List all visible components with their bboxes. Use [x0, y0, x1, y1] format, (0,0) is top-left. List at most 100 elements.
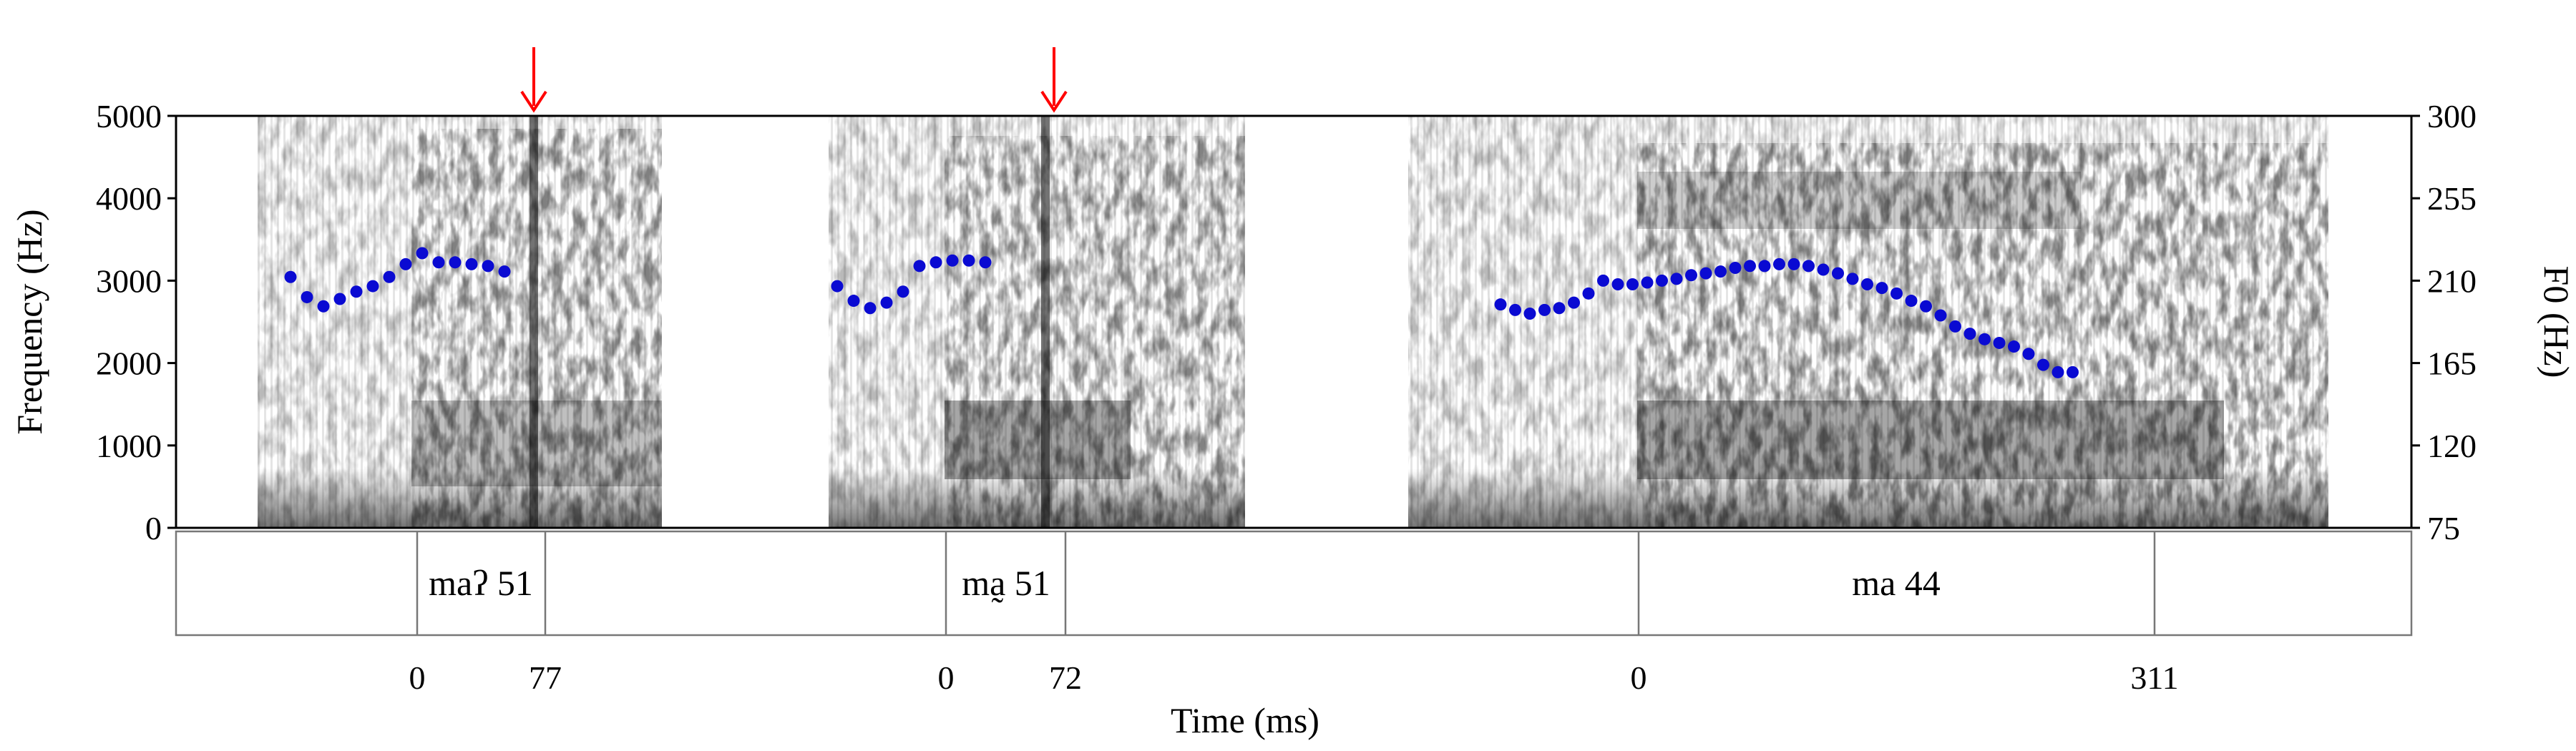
f0-point — [864, 302, 877, 315]
f0-point — [284, 270, 297, 283]
right-tick-label: 75 — [2427, 510, 2460, 546]
left-tick-label: 4000 — [96, 180, 162, 217]
spectrogram-area — [258, 116, 2328, 528]
time-tick-label: 0 — [938, 659, 955, 696]
f0-point — [1846, 273, 1859, 285]
f0-point — [897, 285, 909, 298]
f0-point — [2067, 365, 2079, 378]
f0-point — [1905, 295, 1918, 308]
time-tick-label: 0 — [409, 659, 426, 696]
time-labels: 0 77 0 72 0 311 — [409, 659, 2179, 696]
f0-point — [333, 293, 346, 305]
f0-point — [2008, 340, 2020, 353]
spectrogram-block-1 — [258, 116, 662, 528]
f0-point — [1817, 263, 1830, 276]
left-tick-label: 3000 — [96, 262, 162, 299]
f0-point — [1509, 303, 1521, 316]
f0-point — [979, 256, 992, 269]
f0-point — [2037, 358, 2049, 371]
f0-point — [1802, 260, 1815, 273]
f0-point — [301, 290, 313, 303]
red-arrow-head — [520, 90, 547, 113]
f0-point — [1568, 296, 1580, 309]
f0-point — [1787, 257, 1800, 270]
f0-point — [880, 296, 893, 309]
f0-point — [2051, 365, 2064, 378]
f0-point — [1890, 287, 1903, 300]
f0-point — [913, 260, 926, 273]
f0-point — [317, 300, 330, 313]
right-tick-label: 210 — [2427, 262, 2477, 299]
right-tick-label: 300 — [2427, 98, 2477, 134]
f0-point — [1963, 328, 1976, 340]
left-axis-title: Frequency (Hz) — [9, 209, 49, 434]
left-tick-label: 1000 — [96, 428, 162, 464]
f0-point — [1538, 303, 1551, 316]
f0-point — [1979, 333, 1991, 345]
f0-point — [1744, 260, 1756, 273]
f0-point — [2022, 348, 2035, 360]
f0-point — [1949, 320, 1961, 333]
f0-point — [1920, 300, 1932, 313]
segment-label: maʔ 51 — [429, 563, 533, 603]
f0-point — [1934, 309, 1947, 322]
f0-point — [432, 256, 445, 269]
right-tick-label: 165 — [2427, 345, 2477, 382]
f0-point — [847, 295, 860, 308]
f0-points — [284, 247, 2079, 378]
x-axis-title: Time (ms) — [1171, 700, 1319, 740]
f0-point — [1875, 282, 1888, 295]
f0-point — [930, 256, 942, 269]
f0-point — [1582, 287, 1595, 300]
f0-point — [1611, 278, 1624, 291]
f0-point — [1993, 336, 2006, 349]
segment-label: ma 44 — [1852, 563, 1941, 603]
time-tick-label: 72 — [1049, 659, 1082, 696]
f0-point — [1656, 274, 1668, 287]
f0-point — [1714, 265, 1727, 278]
left-tick-label: 0 — [145, 510, 162, 546]
f0-point — [1773, 257, 1785, 270]
spectrogram-block-2 — [829, 116, 1245, 528]
f0-point — [1641, 276, 1654, 289]
right-tick-label: 255 — [2427, 180, 2477, 217]
f0-point — [399, 257, 412, 270]
f0-point — [383, 270, 396, 283]
f0-point — [1494, 298, 1507, 311]
f0-point — [1861, 278, 1873, 291]
f0-point — [831, 280, 844, 293]
right-axis-title: F0 (Hz) — [2537, 266, 2576, 378]
f0-point — [962, 254, 975, 267]
f0-point — [1523, 307, 1536, 320]
f0-point — [449, 256, 462, 269]
f0-point — [1685, 269, 1697, 282]
arrow-markers — [520, 47, 1068, 113]
f0-point — [366, 280, 379, 293]
f0-point — [465, 257, 478, 270]
f0-point — [1670, 273, 1683, 285]
f0-point — [1729, 261, 1742, 274]
left-axis: 0 1000 2000 3000 4000 5000 — [96, 98, 176, 546]
time-tick-label: 311 — [2130, 659, 2178, 696]
f0-point — [1597, 274, 1609, 287]
f0-point — [1553, 302, 1566, 315]
right-tick-label: 120 — [2427, 428, 2477, 464]
f0-point — [1699, 267, 1712, 280]
plot-frame — [175, 114, 2413, 529]
spectrogram-block-3 — [1408, 116, 2328, 528]
f0-point — [416, 247, 429, 260]
f0-point — [498, 265, 511, 278]
time-tick-label: 0 — [1631, 659, 1647, 696]
right-axis: 75 120 165 210 255 300 — [2411, 98, 2477, 546]
f0-point — [1832, 267, 1844, 280]
time-tick-label: 77 — [529, 659, 562, 696]
red-arrow-head — [1040, 90, 1068, 113]
segmentation-tier — [175, 530, 2413, 637]
segment-label: ma̰ 51 — [962, 563, 1050, 603]
tier-contents: maʔ 51 ma̰ 51 ma 44 — [416, 531, 2156, 635]
left-tick-label: 2000 — [96, 345, 162, 382]
f0-point — [946, 254, 959, 267]
f0-point — [1758, 260, 1771, 273]
left-tick-label: 5000 — [96, 98, 162, 134]
